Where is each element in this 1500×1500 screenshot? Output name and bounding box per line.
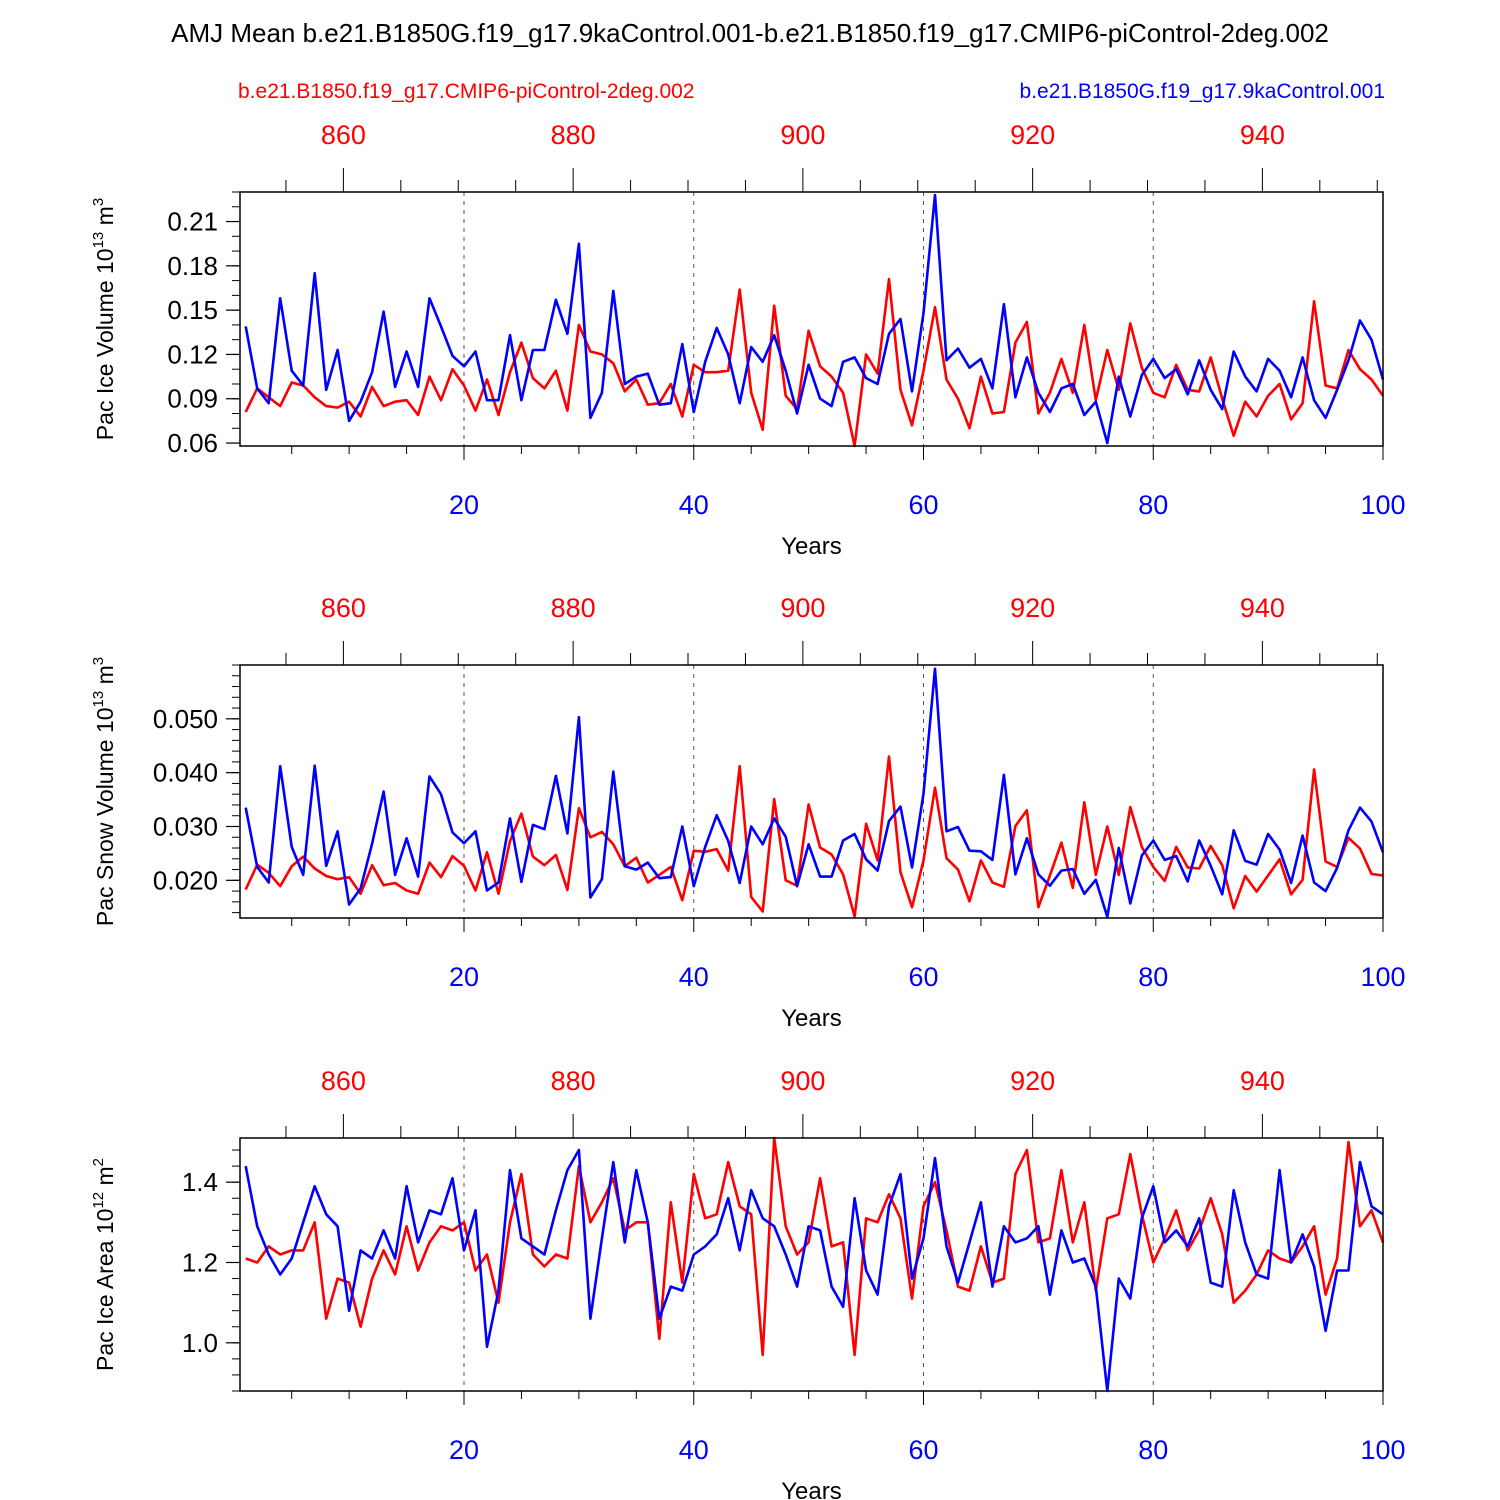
y-tick-label: 0.050 <box>153 704 218 734</box>
y-axis-label-part: 2 <box>90 1158 107 1166</box>
y-axis-label-part: 13 <box>90 691 107 708</box>
x-tick-label-top: 920 <box>1010 1066 1055 1096</box>
y-axis-label: Pac Ice Area 1012 m2 <box>90 1158 118 1371</box>
x-tick-label-top: 880 <box>551 1066 596 1096</box>
x-tick-label-top: 900 <box>780 593 825 623</box>
y-axis-label-part: m <box>92 665 118 691</box>
y-tick-label: 0.040 <box>153 758 218 788</box>
y-axis-label-part: Pac Ice Volume 10 <box>92 248 118 440</box>
chart-panel-3: 1.0 1.2 1.4 20 40 60 80 100 860 880 900 920 940 Years… <box>90 1066 1406 1500</box>
y-axis-label: Pac Snow Volume 1013 m3 <box>90 657 118 926</box>
chart-panel-2: 0.020 0.030 0.040 0.050 20 40 60 80 100 860 880 900… <box>90 593 1406 1032</box>
x-tick-label-top: 940 <box>1240 120 1285 150</box>
y-tick-label: 0.020 <box>153 865 218 895</box>
x-tick-label-top: 860 <box>321 1066 366 1096</box>
y-tick-label: 0.030 <box>153 811 218 841</box>
plot-frame <box>239 664 1384 919</box>
x-tick-label-bottom: 60 <box>908 490 938 520</box>
x-tick-label-top: 940 <box>1240 1066 1285 1096</box>
series-line-control <box>244 755 1384 918</box>
y-tick-label: 1.2 <box>182 1247 218 1277</box>
x-axis-label: Years <box>781 1478 842 1500</box>
y-tick-label: 0.09 <box>167 384 218 414</box>
y-axis-label-part: 3 <box>90 198 107 206</box>
x-tick-label-top: 880 <box>551 120 596 150</box>
x-tick-label-bottom: 80 <box>1138 962 1168 992</box>
x-tick-label-bottom: 100 <box>1360 962 1405 992</box>
x-tick-label-bottom: 20 <box>449 1435 479 1465</box>
x-tick-label-top: 920 <box>1010 593 1055 623</box>
x-tick-label-top: 900 <box>780 1066 825 1096</box>
legend-control-label: b.e21.B1850.f19_g17.CMIP6-piControl-2deg… <box>238 80 695 103</box>
x-tick-label-bottom: 20 <box>449 962 479 992</box>
x-axis-label: Years <box>781 533 842 560</box>
y-axis-label-part: Pac Ice Area 10 <box>92 1209 118 1371</box>
x-tick-label-bottom: 100 <box>1360 490 1405 520</box>
x-tick-label-top: 880 <box>551 593 596 623</box>
x-tick-label-top: 940 <box>1240 593 1285 623</box>
x-tick-label-bottom: 60 <box>908 962 938 992</box>
x-tick-label-bottom: 80 <box>1138 1435 1168 1465</box>
series-line-control <box>245 1136 1385 1357</box>
y-axis-label-part: 12 <box>90 1192 107 1209</box>
x-tick-label-top: 860 <box>321 593 366 623</box>
x-tick-label-bottom: 60 <box>908 1435 938 1465</box>
y-axis-label-part: m <box>92 206 118 232</box>
y-tick-label: 0.21 <box>167 207 218 237</box>
y-axis-label-part: 13 <box>90 232 107 249</box>
series-line-experiment <box>244 193 1385 445</box>
x-tick-label-bottom: 40 <box>679 962 709 992</box>
legend-experiment-label: b.e21.B1850G.f19_g17.9kaControl.001 <box>1019 80 1385 103</box>
x-tick-label-bottom: 100 <box>1360 1435 1405 1465</box>
plot-frame <box>239 191 1384 447</box>
x-tick-label-top: 860 <box>321 120 366 150</box>
y-tick-label: 1.0 <box>182 1328 218 1358</box>
chart-panel-1: 0.06 0.09 0.12 0.15 0.18 0.21 20 40 60 80 100 860 88… <box>90 120 1406 560</box>
figure-title: AMJ Mean b.e21.B1850G.f19_g17.9kaControl… <box>171 18 1329 48</box>
x-tick-label-bottom: 20 <box>449 490 479 520</box>
x-tick-label-top: 920 <box>1010 120 1055 150</box>
y-tick-label: 1.4 <box>182 1167 218 1197</box>
y-tick-label: 0.12 <box>167 339 218 369</box>
x-tick-label-top: 900 <box>780 120 825 150</box>
y-axis-label-part: Pac Snow Volume 10 <box>92 707 118 926</box>
y-tick-label: 0.06 <box>167 428 218 458</box>
series-line-experiment <box>244 1148 1384 1393</box>
x-tick-label-bottom: 40 <box>679 1435 709 1465</box>
series-line-control <box>244 277 1385 448</box>
y-axis-label-part: m <box>92 1166 118 1192</box>
x-tick-label-bottom: 40 <box>679 490 709 520</box>
x-tick-label-bottom: 80 <box>1138 490 1168 520</box>
y-tick-label: 0.15 <box>167 295 218 325</box>
x-axis-label: Years <box>781 1005 842 1032</box>
y-axis-label: Pac Ice Volume 1013 m3 <box>90 198 118 440</box>
y-axis-label-part: 3 <box>90 657 107 665</box>
y-tick-label: 0.18 <box>167 251 218 281</box>
plot-frame <box>239 1137 1384 1392</box>
series-line-experiment <box>244 667 1385 919</box>
